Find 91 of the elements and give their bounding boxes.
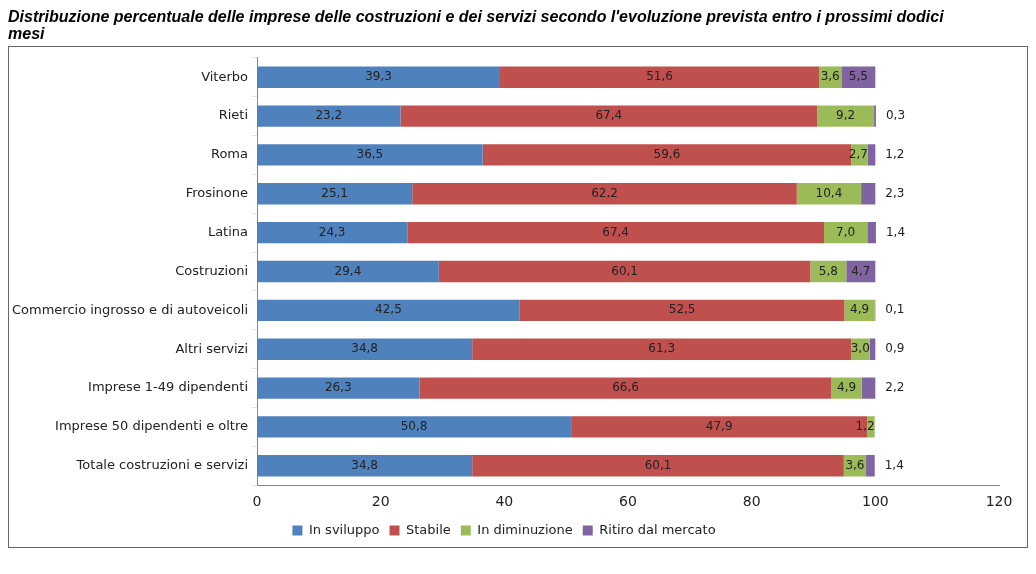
- bar: [257, 416, 572, 438]
- y-tick-label: Imprese 1-49 dipendenti: [88, 379, 249, 395]
- data-label: 9,2: [836, 108, 856, 123]
- bar: [519, 299, 845, 322]
- bar: [257, 144, 483, 166]
- data-label: 36,5: [356, 147, 384, 162]
- bar: [257, 260, 439, 283]
- bar: [867, 221, 876, 244]
- bar: [257, 105, 401, 127]
- bar: [257, 455, 473, 477]
- bar: [257, 299, 520, 322]
- bar: [831, 377, 862, 399]
- data-label: 24,3: [318, 224, 346, 239]
- x-tick-label: 0: [252, 493, 262, 510]
- data-label: 60,1: [611, 263, 638, 278]
- legend-label: Stabile: [406, 521, 451, 537]
- y-tick-label: Rieti: [218, 107, 249, 123]
- data-label: 1,4: [885, 224, 906, 239]
- bar: [861, 377, 876, 399]
- data-label: 25,1: [321, 185, 348, 200]
- bar: [438, 260, 811, 283]
- bar: [472, 338, 852, 360]
- y-tick-label: Altri servizi: [175, 340, 249, 356]
- y-tick-label: Latina: [207, 224, 249, 240]
- bar: [412, 183, 797, 205]
- data-label: 3,6: [845, 457, 865, 472]
- data-label: 42,5: [375, 302, 402, 317]
- bar: [419, 377, 832, 399]
- data-label: 7,0: [836, 224, 856, 239]
- data-label: 52,5: [668, 302, 696, 317]
- data-label: 47,9: [705, 419, 733, 434]
- bar: [866, 455, 875, 477]
- data-label: 10,4: [815, 185, 843, 200]
- legend-label: In sviluppo: [308, 521, 380, 537]
- data-label: 0,1: [885, 302, 905, 317]
- data-label: 2,3: [885, 185, 905, 200]
- data-label: 67,4: [602, 224, 629, 239]
- bar: [257, 338, 473, 360]
- data-label: 2,2: [885, 380, 905, 395]
- bar: [407, 221, 825, 244]
- data-label: 29,4: [334, 263, 362, 278]
- bar: [257, 221, 408, 244]
- data-label: 0,3: [885, 108, 906, 123]
- bar: [257, 183, 413, 205]
- data-label: 62,2: [591, 185, 618, 200]
- data-label: 4,9: [837, 380, 857, 395]
- y-tick-label: Commercio ingrosso e di autoveicoli: [11, 301, 249, 317]
- data-label: 26,3: [324, 380, 352, 395]
- x-tick-label: 20: [371, 493, 390, 510]
- y-tick-label: Imprese 50 dipendenti e oltre: [55, 418, 249, 434]
- y-tick-label: Costruzioni: [175, 262, 249, 278]
- data-label: 1,4: [884, 457, 904, 472]
- data-label: 59,6: [653, 147, 681, 162]
- legend-label: Ritiro dal mercato: [599, 521, 716, 537]
- data-label: 4,7: [851, 263, 871, 278]
- bar: [817, 105, 875, 127]
- data-label: 1,2: [885, 147, 905, 162]
- x-tick-label: 120: [985, 493, 1013, 510]
- x-tick-label: 80: [742, 493, 761, 510]
- x-tick-label: 40: [495, 493, 514, 510]
- bar: [867, 144, 876, 166]
- bar: [472, 455, 844, 477]
- y-tick-label: Viterbo: [201, 68, 249, 84]
- data-label: 3,6: [820, 69, 840, 84]
- data-label: 0,9: [885, 341, 905, 356]
- y-tick-label: Frosinone: [185, 185, 249, 201]
- bar: [257, 377, 420, 399]
- legend-label: In diminuzione: [477, 521, 573, 537]
- data-label: 66,6: [612, 380, 639, 395]
- data-label: 5,5: [848, 69, 868, 84]
- x-tick-label: 100: [861, 493, 889, 510]
- data-label: 23,2: [315, 108, 343, 123]
- data-label: 61,3: [648, 341, 676, 356]
- data-label: 50,8: [400, 419, 428, 434]
- bar: [500, 66, 820, 88]
- data-label: 67,4: [595, 108, 623, 123]
- data-label: 5,8: [818, 263, 838, 278]
- bar: [257, 66, 501, 88]
- bar: [861, 183, 876, 205]
- x-tick-label: 60: [619, 493, 637, 510]
- data-label: 34,8: [351, 341, 378, 356]
- data-label: 51,6: [646, 69, 673, 84]
- bar: [400, 105, 818, 127]
- data-label: 60,1: [644, 457, 672, 472]
- data-label: 34,8: [351, 457, 378, 472]
- data-label: 3,0: [850, 341, 870, 356]
- y-tick-label: Roma: [210, 146, 249, 162]
- chart-title: Distribuzione percentuale delle imprese delle costruzioni e dei servizi secondo l'evoluzione prevista entro i prossimi dodici mesi: [8, 8, 945, 42]
- data-label: 39,3: [365, 69, 392, 84]
- data-label: 4,9: [850, 302, 870, 317]
- y-tick-label: Totale costruzioni e servizi: [75, 457, 249, 473]
